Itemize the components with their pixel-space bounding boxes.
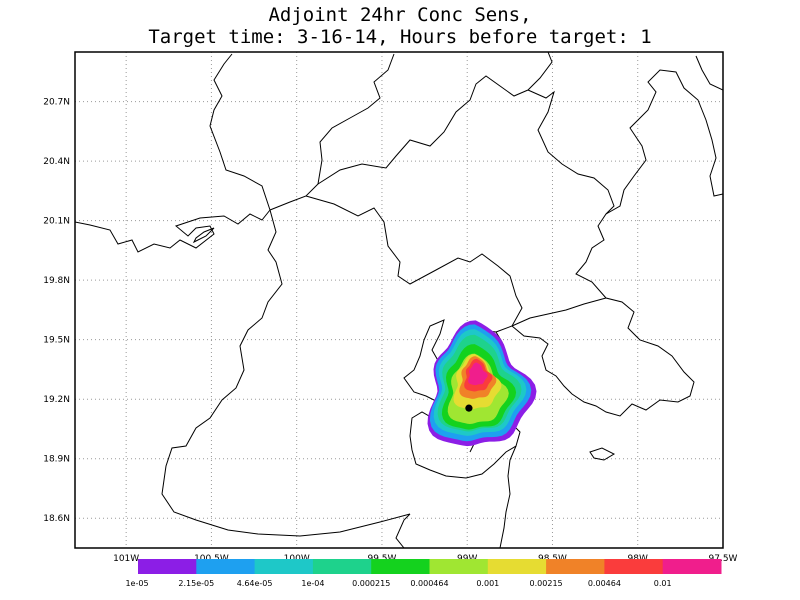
state-boundaries — [75, 52, 723, 548]
lon-label-0: 101W — [113, 554, 139, 564]
sensitivity-contours — [427, 320, 537, 447]
colorbar-swatch-1 — [196, 559, 256, 574]
boundary-line — [499, 445, 517, 548]
boundary-line — [161, 209, 411, 537]
lat-label-5: 20.1N — [43, 217, 70, 227]
lat-label-4: 19.8N — [43, 276, 70, 286]
boundary-line — [589, 447, 616, 461]
colorbar-label-4: 0.000215 — [352, 579, 390, 588]
lon-label-7: 97.5W — [709, 554, 738, 564]
colorbar-label-7: 0.00215 — [530, 579, 563, 588]
map-frame — [74, 51, 724, 549]
colorbar-labels: 1e-05 2.15e-05 4.64e-05 1e-04 0.000215 0.0004… — [125, 579, 671, 588]
colorbar-swatch-0 — [138, 559, 197, 574]
colorbar — [138, 559, 722, 574]
colorbar-label-1: 2.15e-05 — [178, 579, 214, 588]
colorbar-label-9: 0.01 — [654, 579, 672, 588]
colorbar-label-8: 0.00464 — [588, 579, 621, 588]
colorbar-swatch-5 — [429, 559, 489, 574]
colorbar-label-6: 0.001 — [476, 579, 499, 588]
colorbar-label-0: 1e-05 — [125, 579, 148, 588]
colorbar-label-3: 1e-04 — [301, 579, 324, 588]
colorbar-swatch-9 — [662, 559, 722, 574]
contour-level-9 — [468, 362, 488, 386]
colorbar-label-5: 0.000464 — [410, 579, 448, 588]
boundary-line — [305, 195, 523, 333]
boundary-line — [605, 69, 723, 215]
boundary-line — [209, 53, 271, 211]
title-line-1: Adjoint 24hr Conc Sens, — [268, 4, 531, 26]
lat-label-0: 18.6N — [43, 514, 70, 524]
colorbar-swatch-6 — [487, 559, 547, 574]
colorbar-label-2: 4.64e-05 — [237, 579, 273, 588]
colorbar-swatch-4 — [371, 559, 430, 574]
title-line-2: Target time: 3-16-14, Hours before targe… — [148, 26, 651, 48]
boundary-line — [317, 75, 529, 185]
boundary-line — [75, 209, 271, 253]
colorbar-swatch-8 — [604, 559, 664, 574]
boundary-line — [395, 513, 411, 548]
boundary-line — [511, 297, 607, 327]
colorbar-swatch-7 — [546, 559, 605, 574]
lat-label-2: 19.2N — [43, 395, 70, 405]
colorbar-swatch-2 — [254, 559, 314, 574]
lat-label-3: 19.5N — [43, 336, 70, 346]
lat-label-7: 20.7N — [43, 98, 70, 108]
colorbar-swatch-3 — [312, 559, 372, 574]
lat-label-1: 18.9N — [43, 455, 70, 465]
target-location-marker — [465, 404, 473, 412]
boundary-line — [511, 89, 695, 417]
map-background — [75, 52, 723, 548]
latitude-tick-labels: 18.6N 18.9N 19.2N 19.5N 19.8N 20.1N 20.4N 20.7N — [43, 98, 70, 525]
graticule — [75, 52, 724, 548]
lat-label-6: 20.4N — [43, 157, 70, 167]
boundary-line — [192, 227, 215, 244]
boundary-line — [695, 55, 723, 91]
boundary-line — [527, 52, 553, 91]
